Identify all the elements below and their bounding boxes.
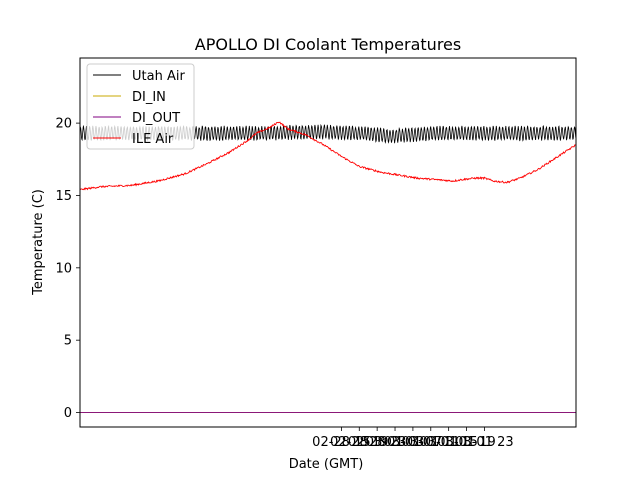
legend-label: ILE Air [132,132,174,147]
plot-frame [79,57,577,428]
series-line-ile-air [80,121,576,191]
y-tick-label: 0 [64,406,72,421]
legend-label: Utah Air [132,69,185,84]
y-tick-label: 20 [55,117,72,132]
x-tick-label: 02-28 15 [312,435,370,450]
y-tick-label: 15 [55,189,72,204]
legend: Utah Air DI_IN DI_OUT ILE Air [86,63,195,150]
x-tick-label: 03-01 23 [455,435,513,450]
x-tick-label: 03-01 19 [437,435,495,450]
x-tick-label: 03-01 11 [402,435,460,450]
x-tick-label: 03-01 07 [384,435,442,450]
x-tick-label: 02-28 19 [330,435,388,450]
legend-label: DI_IN [132,90,166,105]
legend-label: DI_OUT [132,111,180,126]
x-tick-label: 03-01 03 [366,435,424,450]
y-tick-label: 10 [55,261,72,276]
chart-title: APOLLO DI Coolant Temperatures [195,35,461,54]
x-tick-label: 03-01 15 [419,435,477,450]
y-tick-label: 5 [64,334,72,349]
legend-box [86,63,195,150]
x-tick-label: 02-28 23 [348,435,406,450]
x-axis-label: Date (GMT) [289,457,364,472]
y-axis-label: Temperature (C) [31,189,46,296]
